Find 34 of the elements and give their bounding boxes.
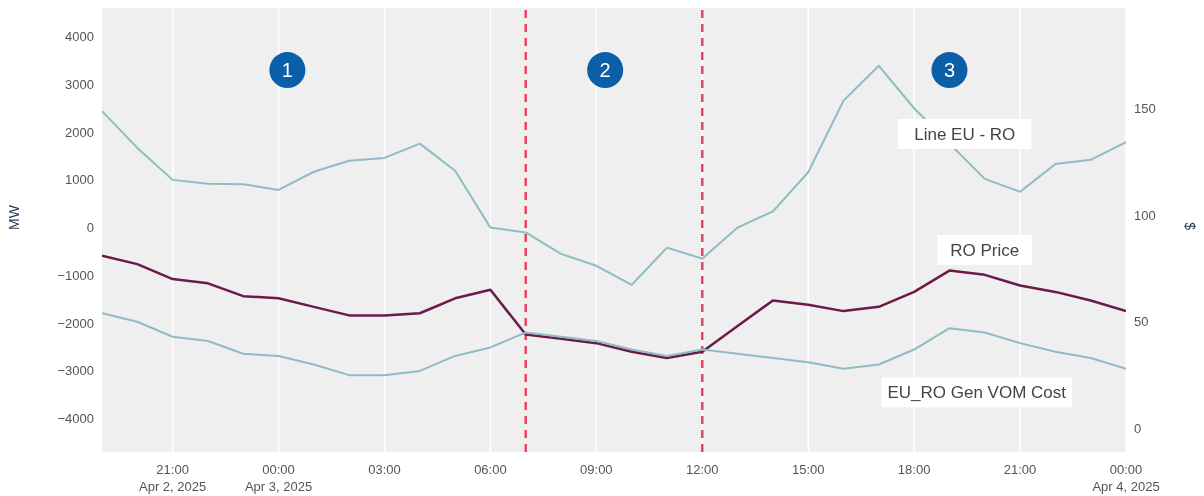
x-tick-label: 21:00 [1003, 462, 1037, 477]
y2-tick-label: 50 [1134, 314, 1149, 330]
x-tick-label: 12:00 [686, 462, 719, 477]
y2-tick-label: 150 [1134, 100, 1156, 116]
y-tick-label: −3000 [57, 363, 94, 379]
line-series [102, 254, 1126, 360]
line-series [102, 64, 1126, 286]
y2-tick-label: 0 [1134, 421, 1142, 437]
x-tick-label: 18:00 [897, 462, 931, 477]
series-label: Line EU - RO [914, 124, 1016, 144]
x-tick-label: 00:00 Apr 4, 2025 [1092, 462, 1160, 494]
y-tick-label: 3000 [65, 77, 94, 92]
series-label: RO Price [950, 240, 1020, 260]
x-tick-label: 21:00 Apr 2, 2025 [139, 462, 207, 494]
y-tick-label: 2000 [65, 124, 94, 140]
line-series [102, 312, 1126, 377]
y2-axis-title: $ [1182, 222, 1199, 231]
x-tick-label: 00:00 Apr 3, 2025 [244, 462, 313, 494]
x-tick-label: 06:00 [474, 462, 507, 477]
x-tick-label: 03:00 [368, 462, 401, 477]
annotation: 1 [281, 59, 293, 82]
y-tick-label: −1000 [57, 267, 94, 283]
y-tick-label: 0 [86, 220, 94, 236]
x-tick-label: 15:00 [791, 462, 825, 477]
y-axis-title: MW [5, 204, 22, 230]
annotation: 2 [599, 59, 611, 82]
y-tick-label: −4000 [57, 411, 94, 427]
y2-tick-label: 100 [1134, 207, 1156, 223]
y-tick-label: 4000 [65, 29, 94, 45]
annotation: 3 [943, 59, 956, 82]
y-tick-label: −2000 [57, 315, 94, 331]
x-tick-label: 09:00 [580, 462, 613, 477]
series-label: EU_RO Gen VOM Cost [887, 383, 1067, 403]
y-tick-label: 1000 [65, 172, 94, 188]
